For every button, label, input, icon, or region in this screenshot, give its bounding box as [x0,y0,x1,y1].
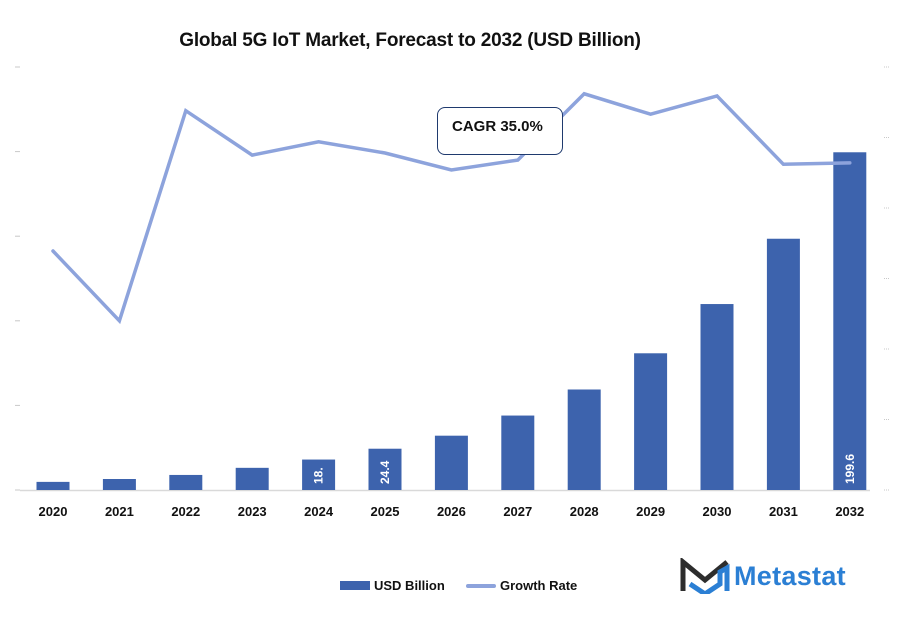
right-axis-ticks [884,66,889,491]
legend-bar-swatch [340,581,370,590]
x-tick-label-2023: 2023 [238,504,267,519]
growth-line-series [51,91,852,325]
x-tick-label-2028: 2028 [570,504,599,519]
x-tick-label-2030: 2030 [703,504,732,519]
legend-line-swatch [466,583,496,588]
x-tick-label-2024: 2024 [304,504,334,519]
x-tick-label-2032: 2032 [835,504,864,519]
bar-data-label-2025: 24.4 [378,460,392,484]
metastat-m-icon [680,558,730,594]
metastat-logo: Metastat [680,558,846,594]
bar-2025 [368,448,402,490]
x-tick-label-2027: 2027 [503,504,532,519]
cagr-callout: CAGR 35.0% [437,107,563,155]
bar-data-labels: 18. 24.4 199.6 [312,454,857,484]
bar-2021 [102,479,136,490]
legend-label-usd-billion: USD Billion [374,578,445,593]
bar-data-label-2032: 199.6 [843,454,857,484]
bar-2031 [766,238,800,490]
brand-name: Metastat [734,560,846,591]
chart-title: Global 5G IoT Market, Forecast to 2032 (… [179,30,641,51]
x-tick-label-2022: 2022 [171,504,200,519]
bar-series [36,152,867,490]
x-axis-tick-labels: 2020 2021 2022 2023 2024 2025 2026 2027 2028 2029… [39,504,865,519]
bar-2022 [169,474,203,490]
legend-item-usd-billion: USD Billion [340,578,445,593]
bar-2027 [501,415,535,490]
x-tick-label-2029: 2029 [636,504,665,519]
x-tick-label-2025: 2025 [371,504,400,519]
bar-2029 [634,353,668,490]
left-axis-ticks [15,66,20,491]
bar-2026 [434,435,468,490]
bar-data-label-2024: 18. [312,467,326,484]
bar-2032 [833,152,867,490]
legend-item-growth-rate: Growth Rate [466,578,577,593]
x-tick-label-2021: 2021 [105,504,134,519]
cagr-text: CAGR 35.0% [452,118,543,135]
bar-2024 [302,459,336,490]
bar-2028 [567,389,601,490]
bar-2020 [36,481,70,490]
x-tick-label-2020: 2020 [39,504,68,519]
x-tick-label-2031: 2031 [769,504,798,519]
legend-label-growth-rate: Growth Rate [500,578,578,593]
bar-2030 [700,304,734,490]
x-tick-label-2026: 2026 [437,504,466,519]
bar-2023 [235,467,269,490]
